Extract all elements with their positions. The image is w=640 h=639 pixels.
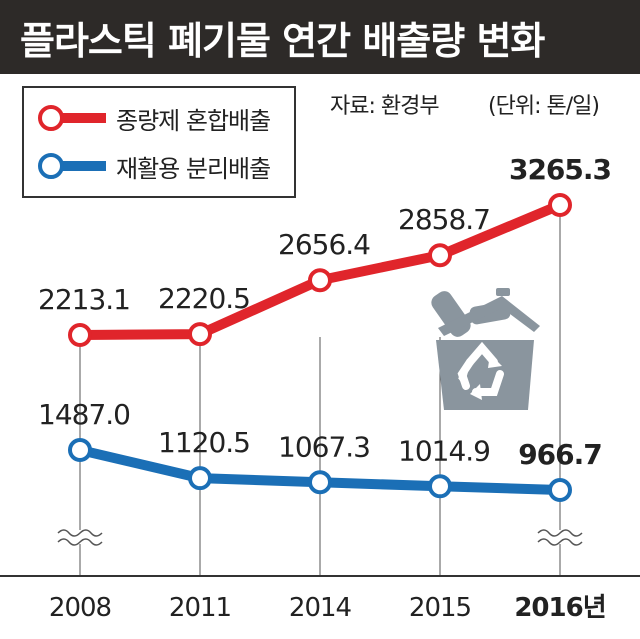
- data-label-mixed: 2656.4: [278, 228, 370, 261]
- data-point-mixed: [308, 268, 332, 293]
- data-point-mixed: [428, 243, 452, 268]
- data-label-mixed: 2858.7: [398, 203, 490, 236]
- data-label-mixed: 3265.3: [509, 153, 611, 186]
- legend-label-recycled: 재활용 분리배출: [116, 154, 271, 183]
- data-label-recycled: 1120.5: [158, 426, 250, 459]
- title-bar: 플라스틱 폐기물 연간 배출량 변화: [0, 0, 640, 74]
- unit-note: (단위: 톤/일): [488, 94, 600, 119]
- data-label-recycled: 966.7: [518, 438, 602, 471]
- axis-break-icon: [57, 538, 103, 546]
- x-tick-label: 2015: [409, 593, 471, 623]
- axis-break-icon: [57, 529, 103, 537]
- data-label-recycled: 1014.9: [398, 434, 490, 467]
- data-label-recycled: 1067.3: [278, 430, 370, 463]
- chart-title: 플라스틱 폐기물 연간 배출량 변화: [20, 19, 545, 63]
- legend-label-mixed: 종량제 혼합배출: [116, 106, 271, 135]
- data-point-mixed: [68, 323, 92, 347]
- data-label-recycled: 1487.0: [38, 398, 130, 431]
- data-point-mixed: [548, 193, 572, 217]
- data-label-mixed: 2213.1: [38, 283, 130, 316]
- legend-item-recycled: 재활용 분리배출: [38, 148, 271, 184]
- x-tick-label: 2008: [49, 593, 111, 623]
- legend: 종량제 혼합배출 재활용 분리배출: [22, 86, 296, 198]
- x-tick-label: 2014: [289, 593, 352, 623]
- data-point-recycled: [308, 470, 332, 495]
- data-label-mixed: 2220.5: [158, 282, 250, 315]
- axis-break-icon: [537, 538, 583, 546]
- data-point-recycled: [68, 438, 92, 462]
- data-point-recycled: [428, 474, 452, 499]
- legend-swatch-mixed: [38, 100, 108, 136]
- recycle-bin-icon: [431, 288, 540, 410]
- data-point-mixed: [188, 322, 212, 347]
- legend-item-mixed: 종량제 혼합배출: [38, 100, 271, 136]
- source-note: 자료: 환경부: [330, 94, 440, 119]
- legend-swatch-recycled: [38, 148, 108, 184]
- x-tick-label: 2016년: [514, 593, 605, 623]
- data-point-recycled: [188, 466, 212, 491]
- x-tick-label: 2011: [169, 593, 231, 623]
- data-point-recycled: [548, 478, 572, 502]
- axis-break-icon: [537, 529, 583, 537]
